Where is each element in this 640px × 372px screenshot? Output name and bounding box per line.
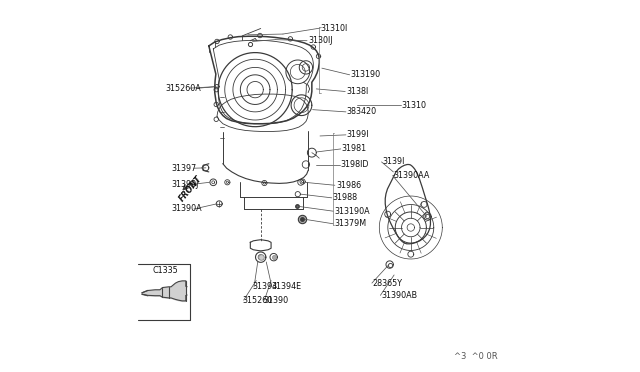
Text: 31397: 31397 (171, 164, 196, 173)
Text: 31379M: 31379M (334, 219, 366, 228)
Text: 31981: 31981 (342, 144, 367, 153)
Text: 3139I: 3139I (382, 157, 404, 166)
Text: 31310: 31310 (401, 101, 426, 110)
Text: 31988: 31988 (333, 193, 358, 202)
Text: 31310I: 31310I (321, 24, 348, 33)
Text: 31394: 31394 (253, 282, 278, 291)
Text: 313190A: 313190A (334, 207, 370, 216)
Text: 31394E: 31394E (271, 282, 301, 291)
Text: 31390A: 31390A (171, 205, 202, 214)
Text: 31390J: 31390J (171, 180, 198, 189)
Text: 313190: 313190 (350, 70, 381, 79)
Text: 3199I: 3199I (347, 130, 369, 140)
Text: 31390AB: 31390AB (381, 291, 417, 300)
Text: 383420: 383420 (347, 108, 377, 116)
Text: 31390: 31390 (264, 296, 289, 305)
Text: ^3  ^0 0R: ^3 ^0 0R (454, 352, 498, 361)
Text: 315260: 315260 (243, 296, 273, 305)
Text: 315260A: 315260A (165, 84, 201, 93)
Text: 31986: 31986 (336, 181, 361, 190)
Text: 28365Y: 28365Y (372, 279, 402, 288)
Text: 3130IJ: 3130IJ (308, 36, 333, 45)
Text: FRONT: FRONT (178, 174, 204, 203)
Text: 3198ID: 3198ID (340, 160, 369, 169)
Text: 3138I: 3138I (346, 87, 368, 96)
Text: C1335: C1335 (152, 266, 178, 275)
Text: 31390AA: 31390AA (394, 171, 429, 180)
